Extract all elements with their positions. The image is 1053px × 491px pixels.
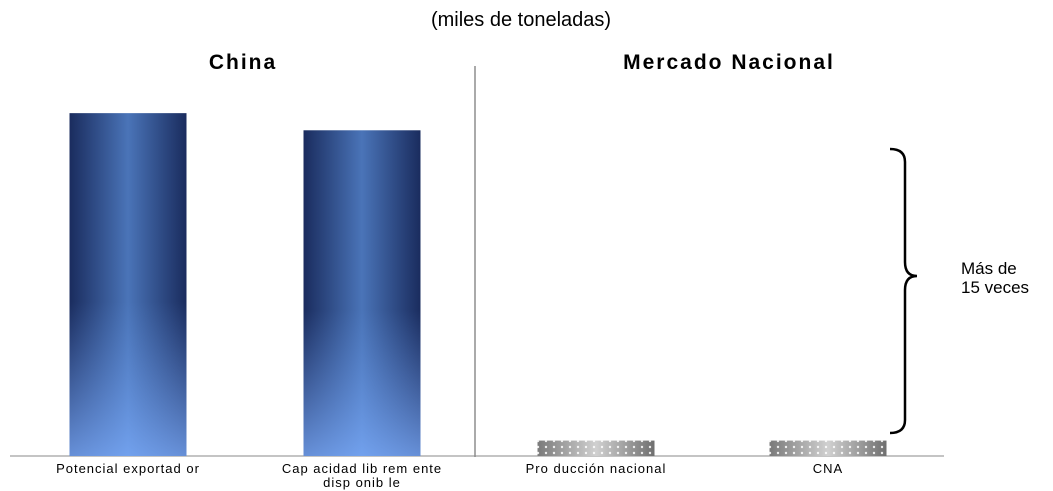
bar-capacidad-libremente-disponible — [303, 130, 421, 457]
chart-subtitle: (miles de toneladas) — [431, 9, 611, 31]
tick-label-produccion-nacional: Pro ducción nacional — [526, 461, 667, 476]
bar-produccion-nacional — [537, 440, 655, 456]
annotation-text: Más de 15 veces — [961, 259, 1029, 297]
tick-label-capacidad-libremente-disponible: Cap acidad lib rem ente disp onib le — [282, 461, 442, 490]
group-title-china: China — [209, 51, 277, 74]
tick-label-potencial-exportador: Potencial exportad or — [56, 461, 200, 476]
bar-cna — [769, 440, 887, 456]
annotation-line-2: 15 veces — [961, 278, 1029, 297]
bar-texture — [303, 130, 421, 457]
bar-texture — [69, 113, 187, 457]
group-title-mercado-nacional: Mercado Nacional — [623, 51, 835, 74]
bars — [69, 113, 887, 457]
bar-potencial-exportador — [69, 113, 187, 457]
bar-texture — [769, 440, 887, 456]
tick-label-cna: CNA — [813, 461, 843, 476]
bar-texture — [537, 440, 655, 456]
annotation-brace — [889, 147, 918, 435]
annotation-line-1: Más de — [961, 259, 1017, 278]
tick-labels: Potencial exportad or Cap acidad lib rem … — [56, 461, 843, 490]
